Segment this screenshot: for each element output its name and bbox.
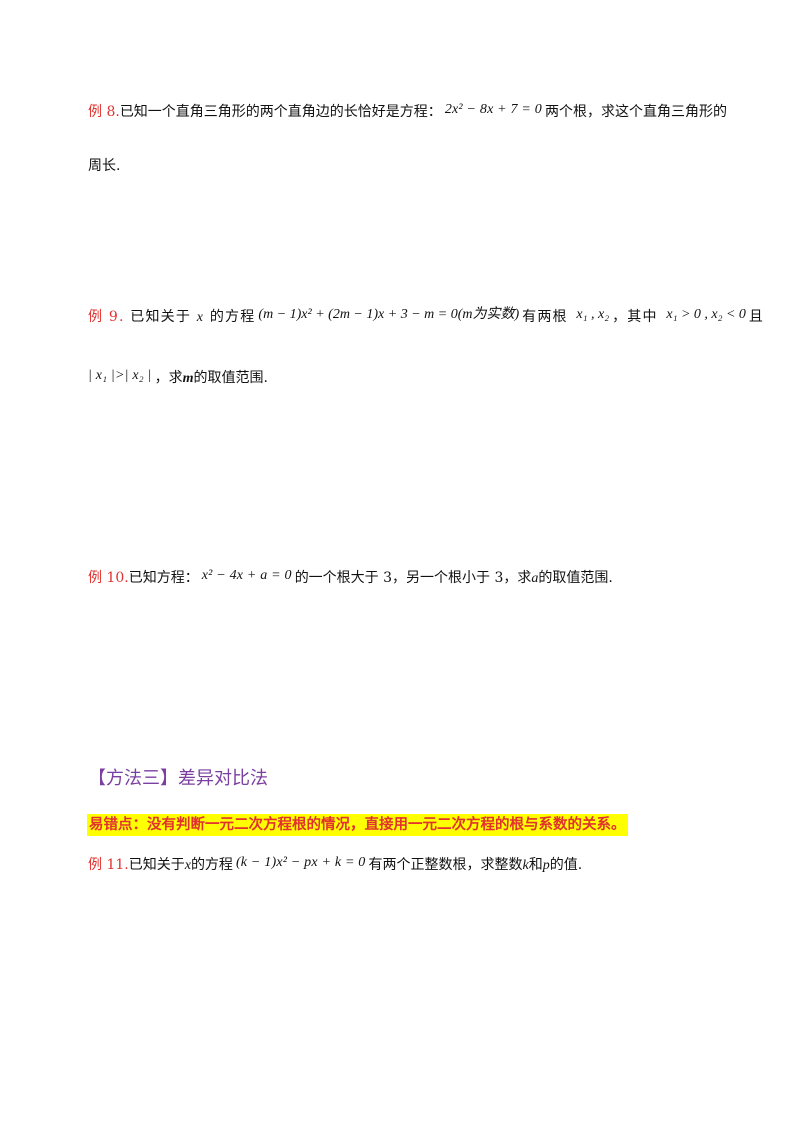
example-9-text-a: 已知关于 (130, 309, 192, 325)
example-11-text-d: 和 (528, 857, 543, 873)
example-9-text-e: 且 (748, 309, 765, 325)
method-3-title: 【方法三】差异对比法 (88, 768, 268, 789)
example-10-line: 例 10.已知方程： x² − 4x + a = 0 的一个根大于 3，另一个根小于… (88, 566, 730, 589)
example-8-line-2: 周长. (88, 156, 730, 176)
example-9-text-g: 的取值范围. (193, 370, 268, 386)
example-9-label: 例 9. (88, 309, 125, 325)
example-8-line-2-text: 周长. (88, 158, 121, 174)
example-11-text-c: 有两个正整数根，求整数 (368, 857, 523, 873)
example-9-line-1: 例 9. 已知关于 x 的方程 (m − 1)x² + (2m − 1)x + 3… (88, 305, 763, 328)
example-9-equation: (m − 1)x² + (2m − 1)x + 3 − m = 0(m为实数) (258, 307, 520, 322)
example-9-text-d: ，其中 (612, 309, 658, 325)
example-10-text-before: 已知方程： (128, 570, 199, 586)
example-11-equation: (k − 1)x² − px + k = 0 (235, 855, 366, 870)
example-9-text-b: 的方程 (209, 309, 256, 325)
example-9-roots: x₁ , x₂ (576, 307, 610, 322)
example-9-var-m: m (182, 371, 194, 386)
example-8-line-1: 例 8.已知一个直角三角形的两个直角边的长恰好是方程： 2x² − 8x + 7 … (88, 100, 730, 122)
example-10-text-after-2: 的取值范围. (538, 570, 613, 586)
example-9-condition-1: x₁ > 0 , x₂ < 0 (666, 307, 746, 322)
example-10-equation: x² − 4x + a = 0 (201, 568, 292, 583)
example-11-text-b: 的方程 (190, 857, 233, 873)
example-9-condition-2: | x₁ |>| x₂ | (88, 368, 152, 383)
example-11-text-a: 已知关于 (128, 857, 185, 873)
error-prone-warning: 易错点：没有判断一元二次方程根的情况，直接用一元二次方程的根与系数的关系。 (87, 814, 628, 836)
example-10-var-a: a (531, 571, 539, 586)
example-11-var-x: x (184, 858, 191, 873)
example-8-text-before: 已知一个直角三角形的两个直角边的长恰好是方程： (119, 104, 442, 120)
example-11-text-e: 的值. (549, 857, 583, 873)
example-9-line-2: | x₁ |>| x₂ | ，求m的取值范围. (88, 366, 730, 389)
example-10-label: 例 10. (88, 570, 129, 586)
example-8-text-after: 两个根，求这个直角三角形的 (544, 104, 727, 120)
example-9-text-f: ，求 (154, 370, 183, 386)
example-11-var-p: p (542, 858, 550, 873)
example-8-equation: 2x² − 8x + 7 = 0 (444, 102, 542, 117)
example-11-var-k: k (522, 858, 529, 873)
example-9-var-x: x (196, 310, 205, 325)
example-11-line: 例 11.已知关于x的方程 (k − 1)x² − px + k = 0 有两个正整… (88, 853, 730, 876)
example-11-label: 例 11. (88, 857, 129, 873)
example-10-text-after-1: 的一个根大于 3，另一个根小于 3，求 (294, 570, 532, 586)
example-9-text-c: 有两根 (522, 309, 568, 325)
example-8-label: 例 8. (88, 104, 120, 120)
